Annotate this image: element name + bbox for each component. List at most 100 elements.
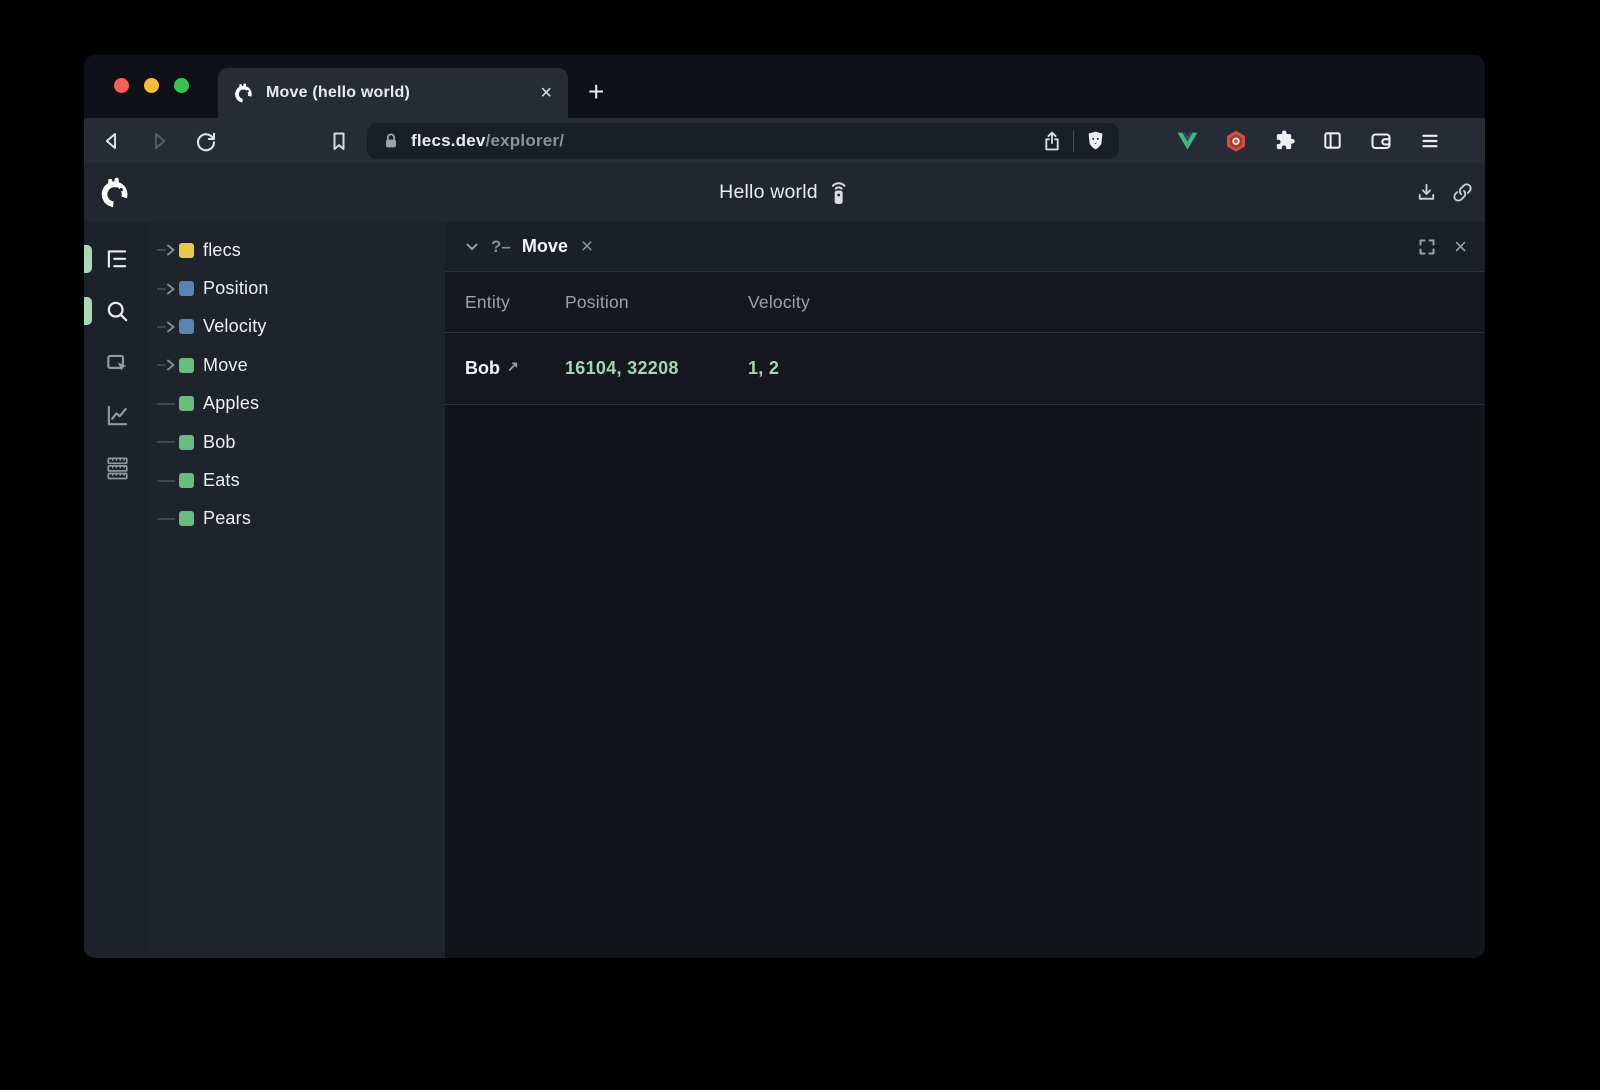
tree-item-label: flecs: [203, 239, 242, 260]
extensions-puzzle-icon[interactable]: [1273, 129, 1296, 152]
bookmark-icon[interactable]: [328, 130, 350, 152]
query-tab-label[interactable]: Move: [521, 236, 568, 256]
remote-connection-icon[interactable]: [828, 179, 850, 206]
column-header-entity: Entity: [465, 291, 510, 312]
tree-view-button[interactable]: [84, 233, 150, 285]
tree-item-label: Apples: [203, 393, 260, 414]
extension-buttons: [1176, 129, 1442, 153]
panel-close-icon[interactable]: ×: [1454, 233, 1467, 259]
window-controls: [114, 78, 189, 93]
nav-buttons: [100, 129, 218, 153]
forward-button[interactable]: [147, 129, 171, 153]
query-icon: ?–: [491, 236, 511, 256]
entity-cell[interactable]: Bob ↗: [465, 358, 565, 379]
tab-close-icon[interactable]: ×: [540, 82, 552, 104]
reload-button[interactable]: [194, 129, 218, 153]
tree-item-label: Pears: [203, 508, 252, 529]
entity-tree: flecs Position Velocity: [150, 222, 445, 958]
search-button[interactable]: [84, 285, 150, 337]
query-results-empty-area: [445, 405, 1485, 958]
hexagon-extension-icon[interactable]: [1224, 129, 1248, 153]
browser-tab[interactable]: Move (hello world) ×: [218, 68, 568, 118]
expand-arrow-icon[interactable]: [157, 281, 178, 297]
entity-color-swatch: [179, 281, 194, 297]
download-icon[interactable]: [1415, 181, 1438, 204]
flecs-logo-icon[interactable]: [100, 177, 131, 208]
icon-rail: [84, 222, 150, 958]
tab-title: Move (hello world): [266, 84, 411, 101]
column-header-position: Position: [565, 291, 629, 312]
velocity-value: 1, 2: [748, 358, 780, 378]
tree-item-position[interactable]: Position: [150, 269, 445, 307]
zoom-window-button[interactable]: [174, 78, 189, 93]
tree-item-label: Bob: [203, 431, 236, 452]
tree-item-pears[interactable]: Pears: [150, 500, 445, 538]
link-icon[interactable]: [1451, 181, 1474, 204]
expand-arrow-icon[interactable]: [157, 357, 178, 373]
brave-shield-icon[interactable]: [1084, 129, 1107, 152]
tree-item-velocity[interactable]: Velocity: [150, 308, 445, 346]
tree-item-flecs[interactable]: flecs: [150, 231, 445, 269]
browser-window: Move (hello world) × +: [84, 55, 1485, 958]
tree-item-label: Eats: [203, 470, 240, 491]
sidebar-toggle-icon[interactable]: [1321, 129, 1344, 152]
stats-button[interactable]: [84, 441, 150, 493]
header-actions: [1415, 181, 1474, 204]
panel-controls: ×: [1417, 233, 1467, 259]
rail-active-indicator: [84, 297, 92, 325]
url-domain: flecs.dev: [411, 130, 486, 150]
inspector-button[interactable]: [84, 337, 150, 389]
tab-bar: Move (hello world) × +: [84, 55, 1485, 118]
query-panel: ?– Move × × Entity Position Velocity: [445, 222, 1485, 958]
app-body: flecs Position Velocity: [84, 222, 1485, 958]
entity-color-swatch: [179, 319, 194, 335]
entity-link-arrow-icon[interactable]: ↗: [507, 358, 519, 374]
app-header: Hello world: [84, 163, 1485, 222]
close-window-button[interactable]: [114, 78, 129, 93]
leaf-line: [157, 434, 178, 450]
address-bar[interactable]: flecs.dev/explorer/: [367, 122, 1119, 159]
table-header: Entity Position Velocity: [445, 272, 1485, 333]
rail-active-indicator: [84, 245, 92, 273]
tree-item-label: Position: [203, 278, 269, 299]
url-text: flecs.dev/explorer/: [411, 131, 564, 151]
flecs-favicon-icon: [234, 83, 254, 103]
wallet-icon[interactable]: [1369, 129, 1393, 153]
query-tab-close-icon[interactable]: ×: [580, 235, 594, 258]
lock-icon: [381, 131, 401, 151]
page-title: Hello world: [719, 181, 818, 203]
divider: [1073, 129, 1074, 152]
tree-item-bob[interactable]: Bob: [150, 423, 445, 461]
back-button[interactable]: [100, 129, 124, 153]
new-tab-button[interactable]: +: [588, 75, 605, 107]
tree-item-label: Move: [203, 354, 248, 375]
column-header-velocity: Velocity: [748, 291, 810, 312]
browser-toolbar: flecs.dev/explorer/: [84, 118, 1485, 163]
share-icon[interactable]: [1041, 130, 1063, 152]
minimize-window-button[interactable]: [144, 78, 159, 93]
tree-item-move[interactable]: Move: [150, 346, 445, 384]
chevron-down-icon[interactable]: [463, 238, 481, 256]
leaf-line: [157, 396, 178, 412]
world-title: Hello world: [719, 179, 850, 206]
position-value: 16104, 32208: [565, 358, 679, 378]
query-tab-row: ?– Move × ×: [445, 222, 1485, 272]
url-path: /explorer/: [485, 130, 565, 150]
vue-devtools-icon[interactable]: [1176, 129, 1199, 152]
entity-color-swatch: [179, 473, 194, 489]
expand-arrow-icon[interactable]: [157, 319, 178, 335]
fullscreen-icon[interactable]: [1417, 237, 1437, 257]
leaf-line: [157, 511, 178, 527]
entity-color-swatch: [179, 511, 194, 527]
menu-icon[interactable]: [1418, 129, 1442, 153]
entity-name: Bob: [465, 358, 500, 378]
table-row: Bob ↗ 16104, 32208 1, 2: [445, 333, 1485, 405]
tree-item-eats[interactable]: Eats: [150, 461, 445, 499]
tree-item-label: Velocity: [203, 316, 267, 337]
entity-color-swatch: [179, 434, 194, 450]
chart-button[interactable]: [84, 389, 150, 441]
tree-item-apples[interactable]: Apples: [150, 385, 445, 423]
expand-arrow-icon[interactable]: [157, 242, 178, 258]
entity-color-swatch: [179, 242, 194, 258]
